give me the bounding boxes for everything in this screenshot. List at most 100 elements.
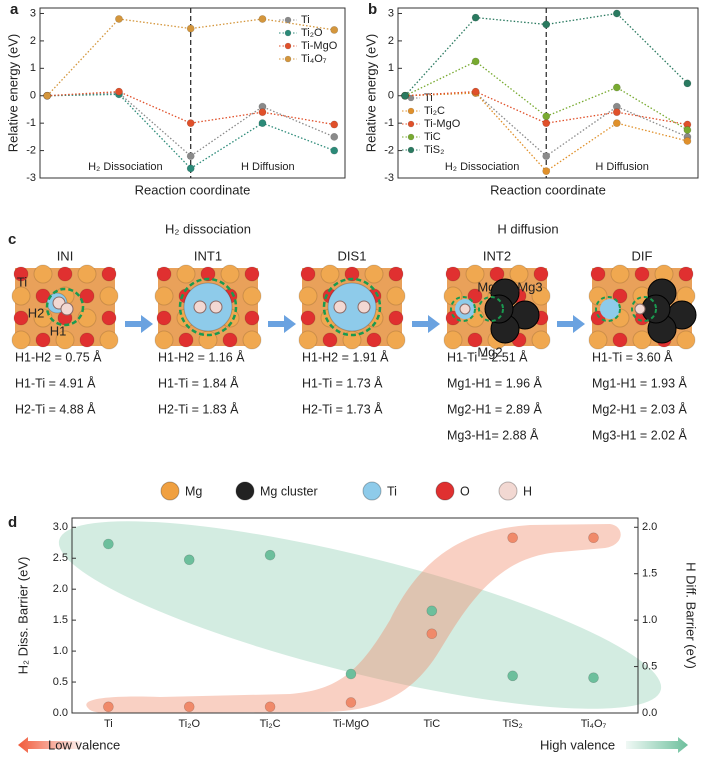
group-title: H₂ dissociation	[165, 221, 251, 236]
point	[330, 146, 339, 155]
plot-frame	[39, 7, 346, 179]
distance: H1-H2 = 1.91 Å	[302, 349, 389, 364]
distance: Mg1-H1 = 1.93 Å	[592, 375, 688, 390]
y-tick-label: 3.0	[53, 521, 68, 533]
h-atom	[459, 303, 471, 315]
h-atom	[634, 303, 646, 315]
mg-atom	[176, 264, 196, 284]
y-tick-label: 1	[388, 62, 394, 74]
point	[330, 26, 339, 34]
o-atom	[467, 332, 483, 348]
o-atom	[445, 310, 461, 326]
o-atom	[79, 288, 95, 304]
mg-atom	[443, 330, 463, 350]
legend-atom	[235, 481, 255, 501]
series-line	[47, 92, 335, 157]
point	[330, 120, 339, 129]
o-atom	[244, 266, 260, 282]
legend-label: Ti₂C	[424, 105, 445, 117]
state-name: INT2	[483, 248, 511, 263]
point	[186, 24, 195, 33]
point	[401, 91, 409, 100]
point	[186, 164, 195, 173]
point	[612, 9, 621, 18]
legend-label: Ti	[424, 92, 433, 104]
mg-atom	[320, 264, 340, 284]
ti-atom	[183, 282, 233, 332]
y-axis-label: Relative energy (eV)	[363, 34, 378, 153]
y-tick-label: 2.5	[53, 552, 68, 564]
panel-label: d	[8, 514, 17, 531]
h-atom	[209, 300, 223, 314]
state-name: INI	[57, 248, 74, 263]
point	[258, 119, 267, 128]
o-atom	[445, 266, 461, 282]
point	[683, 137, 692, 145]
mg-atom	[588, 330, 608, 350]
legend-label: Ti	[387, 484, 397, 498]
highlight	[322, 277, 382, 337]
legend-label: H	[523, 484, 532, 498]
y-tick-label: 1.0	[53, 645, 68, 657]
legend-label: Ti₂O	[301, 27, 323, 39]
legend-marker	[407, 133, 415, 141]
distance: H2-Ti = 4.88 Å	[15, 401, 96, 416]
point	[612, 119, 621, 128]
point	[115, 87, 123, 96]
x-axis-label: Reaction coordinate	[135, 182, 251, 197]
point	[542, 119, 551, 128]
mg-atom	[531, 330, 551, 350]
o-atom	[57, 266, 73, 282]
y-axis-label: Relative energy (eV)	[5, 34, 20, 153]
annotation: H₂ Dissociation	[88, 161, 163, 173]
y-tick-label: -1	[384, 117, 394, 129]
y-tick-label: -2	[384, 144, 394, 156]
mg-atom	[364, 264, 384, 284]
o-atom	[344, 266, 360, 282]
mg-atom	[298, 330, 318, 350]
y-tick-label: 3	[388, 7, 394, 19]
distance: Mg3-H1 = 2.02 Å	[592, 427, 688, 442]
point	[115, 15, 123, 23]
y-tick-label: -2	[26, 144, 36, 156]
atom-label: H1	[50, 323, 67, 338]
o-atom	[322, 332, 338, 348]
y2-tick-label: 1.0	[642, 614, 657, 626]
o-atom	[79, 332, 95, 348]
mg-atom	[632, 330, 652, 350]
o-atom	[388, 310, 404, 326]
legend-atom	[435, 481, 455, 501]
distance: H1-Ti = 3.60 Å	[592, 349, 673, 364]
plot-frame	[71, 517, 639, 714]
y-tick-label: 1.5	[53, 614, 68, 626]
y2-tick-label: 0.5	[642, 660, 657, 672]
o-atom	[590, 266, 606, 282]
y-tick-label: 0	[30, 90, 36, 102]
mg-atom	[610, 264, 630, 284]
highlight	[450, 296, 476, 322]
atom-label: Ti	[17, 274, 27, 289]
atom-label: Mg1	[477, 279, 502, 294]
legend-atom	[362, 481, 382, 501]
group-title: H diffusion	[497, 221, 558, 236]
point	[612, 83, 621, 92]
atom-label: Mg3	[517, 279, 542, 294]
legend-label: Ti-MgO	[424, 118, 461, 130]
point	[345, 697, 357, 708]
distance: Mg1-H1 = 1.96 Å	[447, 375, 543, 390]
plot-frame	[397, 7, 699, 179]
distance: Mg3-H1= 2.88 Å	[447, 427, 539, 442]
mg-atom	[509, 264, 529, 284]
point	[588, 532, 599, 544]
y2-axis-label: H Diff. Barrier (eV)	[684, 562, 699, 669]
distance: H1-H2 = 0.75 Å	[15, 349, 102, 364]
panel-label: a	[10, 1, 19, 18]
point	[471, 57, 480, 66]
legend-label: Mg	[185, 484, 202, 498]
legend-label: Ti₄O₇	[301, 53, 327, 65]
mg-atom	[55, 330, 75, 350]
y-tick-label: 0	[388, 90, 394, 102]
state-name: INT1	[194, 248, 222, 263]
o-atom	[13, 310, 29, 326]
